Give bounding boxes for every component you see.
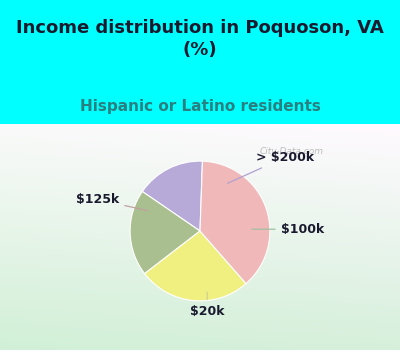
Text: Income distribution in Poquoson, VA
(%): Income distribution in Poquoson, VA (%)	[16, 19, 384, 59]
Text: $100k: $100k	[252, 223, 324, 236]
Text: City-Data.com: City-Data.com	[260, 147, 324, 156]
Text: $20k: $20k	[190, 292, 224, 318]
Text: Hispanic or Latino residents: Hispanic or Latino residents	[80, 99, 320, 114]
Wedge shape	[130, 191, 200, 274]
Text: $125k: $125k	[76, 193, 148, 211]
Wedge shape	[142, 161, 202, 231]
Wedge shape	[200, 161, 270, 284]
Text: > $200k: > $200k	[228, 151, 314, 183]
Wedge shape	[145, 231, 246, 301]
